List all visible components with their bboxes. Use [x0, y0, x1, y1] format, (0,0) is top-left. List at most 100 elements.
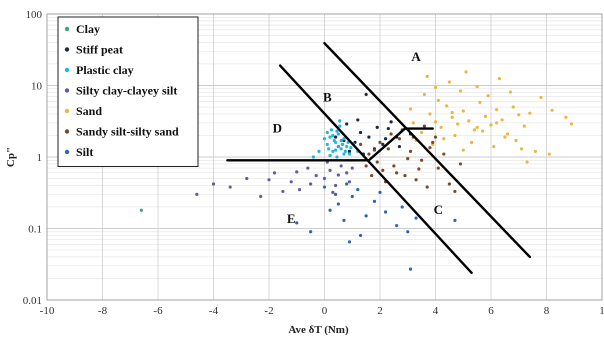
legend-marker [64, 67, 70, 73]
data-point [338, 119, 342, 123]
data-point [497, 76, 501, 81]
data-point [331, 133, 335, 138]
data-point [347, 240, 352, 244]
data-point [525, 160, 529, 164]
zone-boundary-line [323, 42, 532, 259]
data-point [195, 192, 199, 196]
x-tick-label: 4 [433, 305, 439, 317]
data-point [331, 190, 335, 194]
data-point [453, 218, 457, 222]
data-point [414, 216, 418, 220]
data-point [336, 173, 340, 177]
data-point [322, 185, 327, 189]
data-point [325, 142, 329, 147]
data-point [383, 210, 388, 214]
data-point [311, 155, 315, 159]
data-point [328, 168, 332, 172]
data-point [461, 109, 465, 113]
data-point [464, 70, 468, 74]
x-tick-label: 0 [322, 305, 328, 317]
data-point [453, 189, 457, 194]
data-point [139, 208, 143, 212]
x-tick-label: 6 [488, 305, 494, 317]
data-point [475, 84, 479, 89]
data-point [489, 123, 493, 127]
data-point [439, 125, 443, 129]
data-point [403, 173, 407, 178]
data-point [332, 138, 336, 143]
data-point [392, 164, 396, 168]
region-label: B [323, 89, 332, 104]
data-point [436, 98, 440, 102]
region-label: D [273, 121, 282, 136]
region-label: C [434, 202, 443, 217]
data-point [329, 128, 334, 132]
data-point [458, 162, 463, 166]
legend-marker [64, 47, 70, 52]
data-point [442, 152, 446, 156]
y-tick-label: 0.01 [23, 295, 42, 307]
data-point [358, 130, 363, 135]
data-point [211, 182, 216, 186]
data-point [422, 124, 426, 128]
data-point [517, 113, 521, 117]
data-point [322, 137, 327, 141]
data-point [408, 267, 413, 271]
data-point [339, 164, 343, 168]
data-point [425, 185, 429, 189]
x-tick-label: 8 [544, 305, 550, 317]
data-point [328, 208, 332, 212]
legend-box [57, 16, 199, 167]
data-point [317, 149, 321, 153]
data-point [343, 149, 347, 153]
legend-label: Plastic clay [76, 63, 134, 77]
x-axis-title: Ave δT (Nm) [288, 324, 349, 336]
data-point [408, 149, 413, 153]
data-point [228, 185, 232, 189]
region-label: A [411, 49, 421, 64]
data-point [309, 230, 313, 234]
data-point [506, 132, 510, 136]
data-point [533, 149, 538, 153]
data-point [445, 104, 449, 108]
data-point [428, 112, 432, 116]
y-axis-title: Cp" [5, 147, 17, 167]
data-point [433, 85, 438, 90]
y-tick-label: 10 [31, 81, 43, 93]
data-point [295, 170, 299, 174]
data-point [433, 120, 438, 124]
data-point [259, 194, 263, 199]
data-point [400, 205, 404, 209]
data-point [389, 120, 393, 124]
data-point [267, 178, 271, 182]
data-point [492, 144, 496, 149]
data-point [503, 135, 507, 139]
data-point [486, 94, 490, 98]
data-point [469, 140, 474, 145]
data-point [514, 138, 518, 143]
data-point [395, 223, 399, 228]
data-point [347, 180, 352, 184]
data-point [494, 121, 499, 125]
data-point [395, 171, 399, 175]
data-point [281, 189, 285, 194]
data-point [467, 119, 471, 123]
data-point [447, 80, 451, 84]
data-point [539, 95, 543, 100]
data-point [342, 218, 346, 222]
data-point [478, 100, 482, 105]
data-point [494, 108, 499, 112]
data-point [367, 135, 371, 139]
data-point [461, 148, 465, 152]
legend-marker [64, 149, 70, 155]
data-point [417, 167, 421, 171]
data-point [347, 149, 352, 153]
zone-boundary-line [367, 127, 407, 162]
data-point [367, 152, 371, 156]
data-point [331, 149, 335, 153]
data-point [483, 114, 488, 118]
data-point [450, 115, 454, 119]
data-point [327, 147, 331, 151]
